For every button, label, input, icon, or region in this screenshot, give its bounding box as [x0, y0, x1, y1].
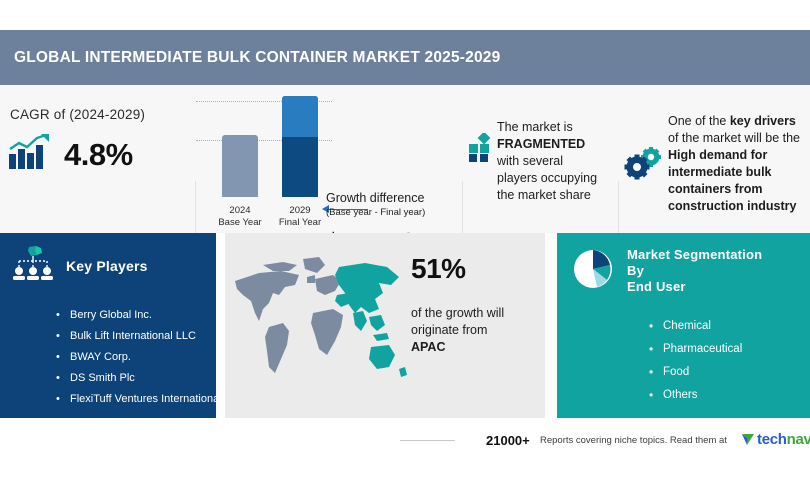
segmentation-list: Chemical Pharmaceutical Food Others — [607, 315, 742, 407]
list-item: DS Smith Plc — [54, 368, 254, 389]
list-item: Others — [647, 384, 742, 407]
fragmented-line-4: players occupying — [497, 171, 598, 185]
fragmented-line-5: the market share — [497, 188, 591, 202]
list-item: Food — [647, 361, 742, 384]
cagr-label: CAGR of (2024-2029) — [10, 107, 146, 122]
key-players-header: Key Players — [12, 245, 148, 286]
stats-strip: CAGR of (2024-2029) 4.8% — [0, 85, 810, 309]
footer-bar: 21000+ Reports covering niche topics. Re… — [0, 423, 810, 480]
bar-label-base: 2024 Base Year — [207, 205, 273, 229]
segmentation-header: Market Segmentation By End User — [571, 247, 777, 296]
cagr-value: 4.8% — [64, 136, 133, 172]
region-desc-line-2: originate from — [411, 323, 488, 337]
footer-text: Reports covering niche topics. Read them… — [540, 435, 727, 446]
list-item: Chemical — [647, 315, 742, 338]
list-item: Bulk Lift International LLC — [54, 326, 254, 347]
fragmented-line-1: The market is — [497, 120, 573, 134]
growth-subtitle: (Base year - Final year) — [326, 207, 426, 218]
growth-title: Growth difference — [326, 191, 425, 205]
bar-label-base-year: 2024 — [229, 205, 251, 216]
bar-final-year — [282, 96, 318, 197]
annotation-leader-line — [324, 209, 368, 210]
drivers-bold-line-4: construction industry — [668, 199, 797, 213]
key-drivers-block: One of the key drivers of the market wil… — [668, 113, 810, 215]
list-item: FlexiTuff Ventures International... — [54, 389, 254, 410]
squares-diamond-pattern-icon — [468, 131, 496, 163]
fragmented-block: The market is FRAGMENTED with several pl… — [497, 119, 619, 204]
region-name: APAC — [411, 340, 446, 354]
drivers-line-1-bold: key drivers — [729, 114, 796, 128]
cagr-block: CAGR of (2024-2029) 4.8% — [8, 107, 193, 175]
panels-row: Key Players Berry Global Inc. Bulk Lift … — [0, 233, 810, 423]
page-title: GLOBAL INTERMEDIATE BULK CONTAINER MARKE… — [14, 48, 501, 66]
list-item: Pharmaceutical — [647, 338, 742, 361]
growth-bar-chart: 2024 Base Year 2029 Final Year — [196, 91, 336, 231]
logo-text-part1: tech — [757, 431, 787, 448]
drivers-line-1-prefix: One of the — [668, 114, 730, 128]
technavio-logo[interactable]: technavi — [742, 431, 810, 448]
drivers-bold-line-1: High demand for — [668, 148, 768, 162]
gridline-final — [196, 101, 332, 102]
drivers-line-2: of the market will be the — [668, 131, 801, 145]
segmentation-title: Market Segmentation By End User — [627, 247, 777, 295]
key-players-panel: Key Players Berry Global Inc. Bulk Lift … — [0, 233, 231, 418]
drivers-bold-line-2: intermediate bulk — [668, 165, 772, 179]
list-item: BWAY Corp. — [54, 347, 254, 368]
segmentation-panel: Market Segmentation By End User Chemical… — [557, 233, 810, 418]
bar-sublabel-base: Base Year — [218, 217, 262, 228]
annotation-arrow-icon — [322, 205, 329, 213]
pie-chart-icon — [571, 247, 615, 296]
fragmented-line-3: with several — [497, 154, 563, 168]
drivers-bold-line-3: containers from — [668, 182, 763, 196]
region-desc-line-1: of the growth will — [411, 306, 505, 320]
gears-icon — [624, 147, 664, 181]
technavio-arrow-icon — [742, 433, 755, 446]
fragmented-bold: FRAGMENTED — [497, 137, 586, 151]
bar-chart-growth-icon — [8, 133, 52, 175]
org-chart-people-icon — [12, 245, 54, 286]
bar-label-final: 2029 Final Year — [267, 205, 333, 229]
region-growth-panel: 51% of the growth will originate from AP… — [225, 233, 545, 418]
region-percent: 51% — [411, 253, 466, 284]
segmentation-title-line-2: End User — [627, 279, 686, 294]
technavio-wordmark: technavi — [757, 431, 810, 448]
segmentation-title-line-1: Market Segmentation By — [627, 247, 763, 278]
bar-label-final-year: 2029 — [289, 205, 311, 216]
header-bar: GLOBAL INTERMEDIATE BULK CONTAINER MARKE… — [0, 30, 810, 85]
logo-text-part2: navi — [786, 431, 810, 448]
world-map-icon — [229, 251, 409, 406]
bar-base-year — [222, 135, 258, 197]
bar-sublabel-final: Final Year — [278, 217, 322, 228]
list-item: Berry Global Inc. — [54, 305, 254, 326]
footer-rule — [400, 440, 455, 441]
key-players-list: Berry Global Inc. Bulk Lift Internationa… — [14, 305, 254, 410]
gridline-base — [196, 140, 332, 141]
key-players-title: Key Players — [66, 257, 148, 274]
bar-growth-segment — [282, 96, 318, 137]
footer-report-count: 21000+ — [486, 433, 530, 448]
region-growth-text: 51% of the growth will originate from AP… — [411, 253, 541, 356]
